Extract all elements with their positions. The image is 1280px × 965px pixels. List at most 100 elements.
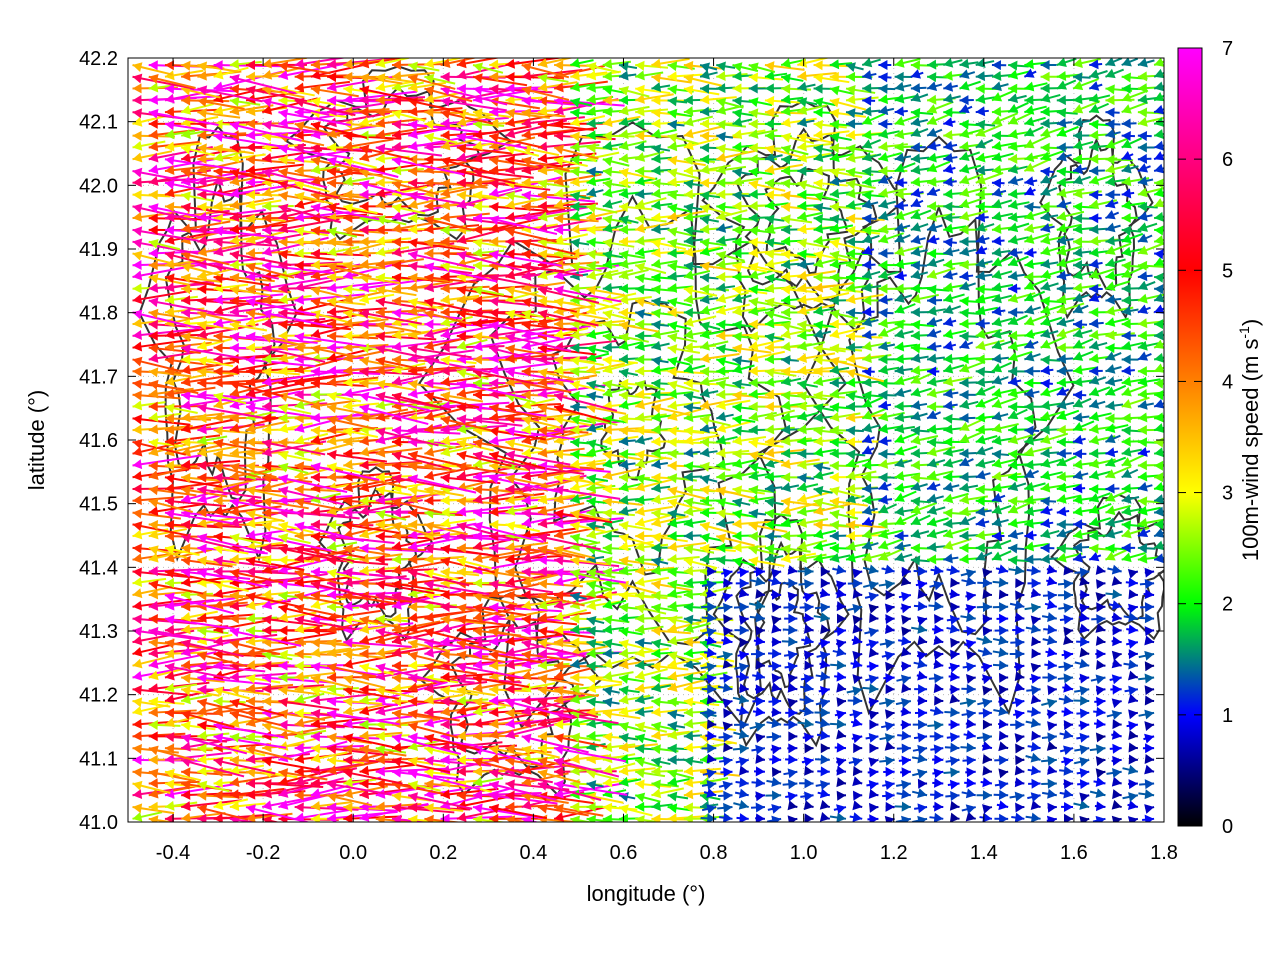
wind-vector — [1010, 720, 1024, 730]
wind-vector — [788, 800, 798, 810]
wind-vector — [932, 625, 943, 635]
wind-vector-head — [788, 731, 797, 741]
wind-vector — [619, 686, 640, 696]
wind-vector-head — [424, 522, 434, 532]
wind-vector — [836, 730, 846, 740]
wind-vector-head — [668, 580, 678, 590]
wind-vector-head — [1031, 718, 1041, 728]
wind-vector — [1076, 733, 1089, 743]
wind-vector-head — [917, 616, 927, 626]
wind-vector — [945, 791, 959, 801]
wind-vector-head — [836, 777, 846, 787]
wind-vector-head — [716, 555, 725, 565]
wind-vector-head — [295, 802, 304, 812]
wind-vector — [1041, 756, 1057, 766]
wind-vector-head — [181, 673, 190, 683]
wind-vector — [901, 576, 911, 586]
wind-vector-head — [1064, 650, 1073, 660]
wind-vector-head — [756, 766, 765, 776]
wind-vector-head — [869, 683, 878, 693]
wind-vector — [635, 815, 666, 825]
wind-vector-head — [1144, 765, 1154, 775]
wind-vector — [993, 635, 1008, 645]
wind-vector-head — [1014, 682, 1024, 692]
wind-vector-head — [505, 708, 514, 718]
wind-vector-head — [804, 743, 813, 753]
wind-vector-head — [1096, 579, 1105, 589]
wind-vector — [1096, 636, 1106, 646]
wind-vector-head — [343, 706, 353, 716]
wind-vector — [912, 769, 927, 779]
wind-vector — [1047, 565, 1057, 575]
wind-vector — [1143, 743, 1154, 753]
wind-vector — [1026, 813, 1041, 823]
wind-vector-head — [836, 730, 846, 740]
wind-vector-head — [901, 592, 911, 602]
wind-vector-head — [1145, 661, 1154, 671]
wind-vector-head — [668, 697, 677, 707]
wind-vector — [798, 718, 814, 728]
wind-vector — [587, 616, 605, 626]
wind-vector-head — [327, 648, 337, 658]
wind-vector-head — [1047, 660, 1056, 670]
wind-vector — [966, 674, 976, 684]
wind-vector-head — [1112, 612, 1122, 622]
wind-vector — [930, 706, 943, 716]
wind-vector — [772, 603, 781, 613]
wind-vector-head — [723, 791, 732, 801]
wind-vector-head — [950, 767, 959, 777]
wind-vector — [901, 720, 911, 730]
wind-vector — [1031, 800, 1041, 810]
wind-vector-head — [360, 601, 369, 611]
wind-vector-head — [473, 578, 482, 588]
wind-vector-head — [917, 788, 927, 798]
wind-vector-head — [1105, 544, 1114, 554]
wind-vector — [848, 696, 862, 706]
wind-vector — [804, 743, 813, 753]
wind-vector — [1145, 568, 1155, 578]
wind-vector — [950, 684, 960, 694]
wind-vector — [1090, 744, 1106, 754]
wind-vector — [1096, 565, 1106, 575]
wind-vector — [1047, 709, 1057, 719]
wind-vector — [771, 624, 781, 634]
wind-vector — [912, 816, 927, 826]
wind-vector-head — [902, 767, 911, 777]
wind-vector-head — [505, 521, 515, 531]
wind-vector-head — [820, 780, 830, 790]
wind-vector-head — [821, 578, 830, 588]
wind-vector-head — [1112, 768, 1122, 778]
wind-vector — [850, 812, 862, 822]
wind-vector-head — [133, 544, 142, 554]
wind-vector — [1076, 637, 1089, 647]
wind-vector — [901, 683, 911, 693]
wind-vector-head — [1112, 659, 1122, 669]
wind-vector-head — [1080, 733, 1090, 743]
wind-vector-head — [788, 768, 798, 778]
wind-vector-head — [133, 803, 143, 813]
wind-vector — [917, 636, 927, 646]
wind-vector-head — [133, 530, 143, 540]
wind-vector-head — [1112, 651, 1122, 661]
wind-vector — [815, 718, 830, 728]
wind-vector-head — [836, 639, 846, 649]
wind-vector-head — [1128, 604, 1138, 614]
wind-vector — [1042, 673, 1056, 683]
wind-vector-head — [902, 802, 911, 812]
wind-vector — [1126, 639, 1138, 649]
wind-vector — [1110, 744, 1122, 754]
wind-vector-head — [1064, 579, 1073, 589]
wind-vector — [718, 683, 733, 693]
wind-vector-head — [1015, 744, 1024, 754]
wind-vector-head — [983, 614, 992, 624]
wind-vector — [932, 778, 943, 788]
wind-vector-head — [772, 637, 781, 647]
wind-vector-head — [739, 766, 749, 776]
wind-vector-head — [983, 720, 992, 730]
wind-vector-head — [885, 565, 895, 575]
wind-vector — [980, 813, 992, 823]
wind-vector-head — [918, 696, 927, 706]
wind-vector — [754, 766, 765, 776]
wind-vector — [885, 604, 895, 614]
wind-vector-head — [1113, 625, 1122, 635]
